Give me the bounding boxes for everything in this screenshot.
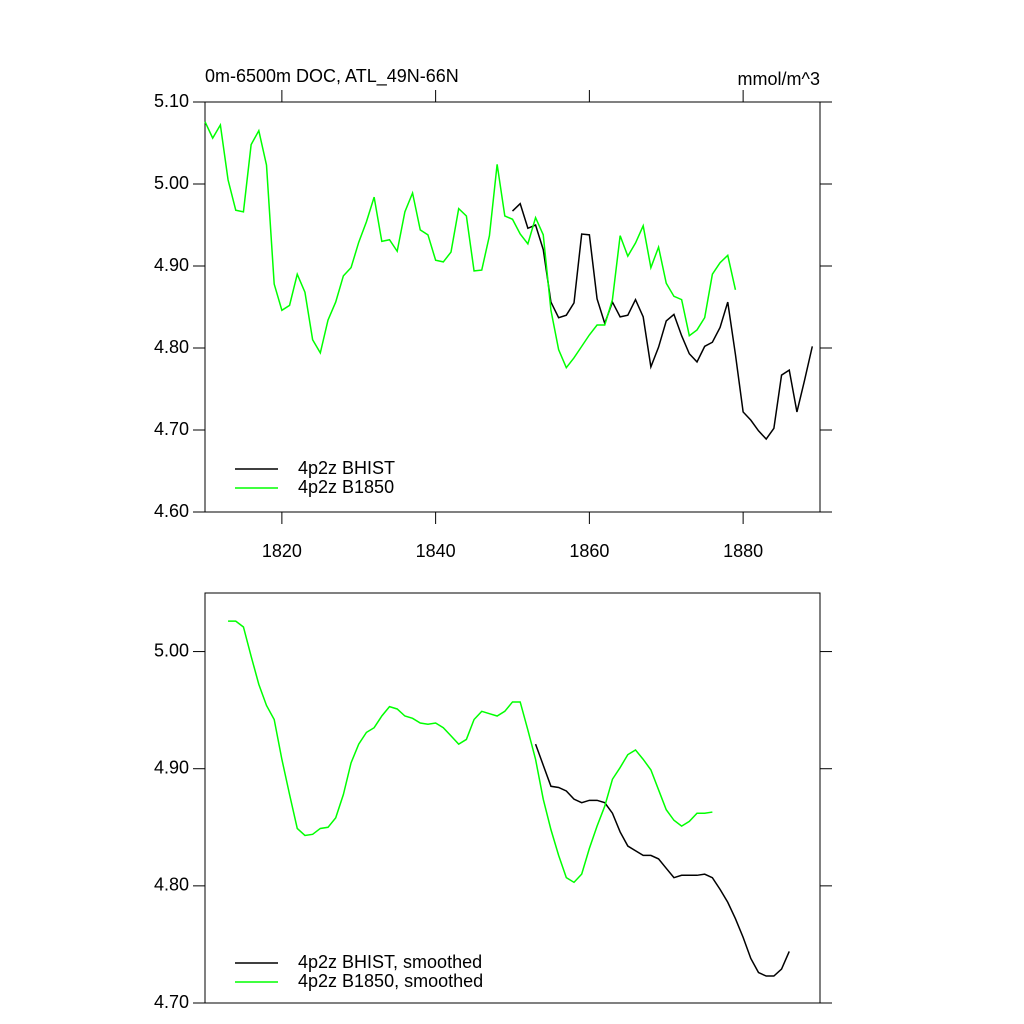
y-tick-label: 4.80 — [154, 875, 189, 895]
series-line — [534, 743, 790, 977]
x-tick-label: 1880 — [723, 541, 763, 561]
y-tick-label: 4.60 — [154, 501, 189, 521]
y-tick-label: 5.00 — [154, 173, 189, 193]
x-tick-label: 1840 — [416, 541, 456, 561]
chart-title: 0m-6500m DOC, ATL_49N-66N — [205, 66, 459, 87]
legend-label: 4p2z BHIST, smoothed — [298, 952, 482, 972]
plot-frame — [204, 101, 821, 513]
x-tick-label: 1860 — [569, 541, 609, 561]
series-line — [511, 202, 814, 441]
plot-frame — [204, 592, 821, 1004]
series-line — [228, 620, 713, 884]
y-tick-label: 5.10 — [154, 91, 189, 111]
series-line — [204, 121, 737, 370]
y-tick-label: 5.00 — [154, 640, 189, 660]
y-tick-label: 4.70 — [154, 419, 189, 439]
legend-label: 4p2z B1850 — [298, 477, 394, 497]
y-tick-label: 4.90 — [154, 757, 189, 777]
units-label: mmol/m^3 — [738, 69, 820, 89]
x-tick-label: 1820 — [262, 541, 302, 561]
y-tick-label: 4.90 — [154, 255, 189, 275]
legend-label: 4p2z BHIST — [298, 458, 395, 478]
legend-label: 4p2z B1850, smoothed — [298, 971, 483, 991]
y-tick-label: 4.80 — [154, 337, 189, 357]
y-tick-label: 4.70 — [154, 992, 189, 1012]
